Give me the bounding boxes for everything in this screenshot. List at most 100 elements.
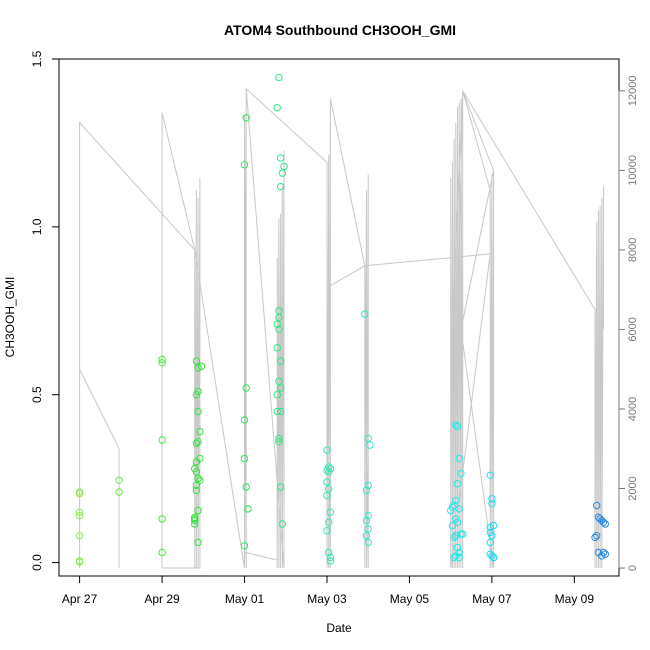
data-point xyxy=(275,438,283,446)
data-point xyxy=(276,154,285,162)
right-y-tick-label: 4000 xyxy=(627,397,639,421)
data-point xyxy=(486,523,494,531)
data-point xyxy=(194,364,202,372)
data-point xyxy=(325,518,333,526)
data-point xyxy=(158,515,166,523)
data-point xyxy=(275,73,283,82)
right-y-tick-label: 10000 xyxy=(627,155,639,186)
data-point xyxy=(453,518,462,526)
data-point xyxy=(457,469,465,478)
data-point xyxy=(278,169,286,177)
y-tick-label: 1.5 xyxy=(30,50,44,67)
data-point xyxy=(191,520,199,528)
data-point xyxy=(326,508,335,516)
x-axis: Apr 27 Apr 29 May 01 May 03 May 05 May 07 May … xyxy=(62,575,595,606)
data-point xyxy=(192,391,201,399)
data-point xyxy=(273,407,281,416)
data-point xyxy=(158,436,166,444)
right-y-tick-label: 12000 xyxy=(627,76,639,107)
data-point xyxy=(323,478,331,486)
x-tick-label: Apr 29 xyxy=(144,592,180,606)
data-point xyxy=(192,439,201,448)
data-point xyxy=(75,511,84,520)
data-point xyxy=(323,466,331,474)
x-tick-label: May 07 xyxy=(472,592,512,606)
data-point xyxy=(75,532,84,540)
data-point xyxy=(450,533,458,542)
data-point xyxy=(486,471,494,479)
data-point xyxy=(489,553,498,562)
data-point xyxy=(273,391,281,399)
data-point xyxy=(364,525,372,533)
data-point xyxy=(593,501,601,510)
data-point xyxy=(452,552,460,560)
data-point xyxy=(275,434,283,443)
data-point xyxy=(242,483,250,491)
x-tick-label: May 05 xyxy=(390,592,430,606)
y-tick-label: 0.5 xyxy=(30,386,44,403)
data-point xyxy=(601,520,609,528)
data-point xyxy=(323,446,331,454)
data-point xyxy=(453,422,462,431)
data-point xyxy=(191,516,199,525)
data-point xyxy=(448,521,457,530)
data-point xyxy=(75,508,84,516)
data-point xyxy=(452,496,460,505)
data-point xyxy=(591,533,599,542)
data-point xyxy=(325,463,333,471)
data-point xyxy=(192,357,201,365)
secondary-series-layer xyxy=(79,87,604,569)
x-tick-label: May 09 xyxy=(555,592,595,606)
right-y-tick-label: 6000 xyxy=(627,317,639,341)
data-point xyxy=(192,468,201,476)
data-point xyxy=(278,520,286,528)
data-point xyxy=(244,505,252,513)
points-layer xyxy=(75,73,609,566)
data-point xyxy=(361,310,369,318)
data-point xyxy=(362,516,371,525)
data-point xyxy=(452,532,460,540)
data-point xyxy=(75,558,84,566)
data-point xyxy=(276,182,285,191)
data-point xyxy=(326,553,335,562)
data-point xyxy=(194,438,202,446)
data-point xyxy=(325,485,333,493)
y-axis-label: CH3OOH_GMI xyxy=(3,277,17,358)
y-axis: 0.0 0.5 1.0 1.5 xyxy=(30,50,60,571)
data-point xyxy=(362,532,371,540)
data-point xyxy=(192,458,201,466)
data-point xyxy=(364,434,372,443)
data-point xyxy=(240,454,249,463)
data-point xyxy=(275,377,283,385)
data-point xyxy=(196,427,204,436)
data-point xyxy=(599,548,608,557)
data-point xyxy=(276,407,285,416)
data-point xyxy=(366,441,374,449)
data-point xyxy=(452,515,460,523)
data-point xyxy=(459,530,467,538)
x-tick-label: May 03 xyxy=(307,592,347,606)
data-point xyxy=(276,357,285,365)
chart-title: ATOM4 Southbound CH3OOH_GMI xyxy=(224,22,456,38)
x-axis-label: Date xyxy=(326,621,352,635)
data-point xyxy=(455,553,463,562)
data-point xyxy=(488,532,496,540)
data-point xyxy=(197,362,206,370)
x-tick-label: May 01 xyxy=(225,592,265,606)
data-point xyxy=(158,359,166,367)
data-point xyxy=(242,384,250,392)
data-point xyxy=(273,344,281,352)
y-tick-label: 1.0 xyxy=(30,218,44,235)
data-point xyxy=(364,538,372,547)
data-point xyxy=(326,557,335,565)
data-point xyxy=(194,538,202,547)
data-point xyxy=(325,468,333,476)
data-point xyxy=(240,416,249,424)
data-point xyxy=(593,532,601,540)
data-point xyxy=(276,483,285,491)
data-point xyxy=(273,104,281,112)
data-point xyxy=(453,480,462,488)
secondary-series-line xyxy=(79,87,604,569)
data-point xyxy=(486,538,494,547)
data-point xyxy=(455,454,463,463)
